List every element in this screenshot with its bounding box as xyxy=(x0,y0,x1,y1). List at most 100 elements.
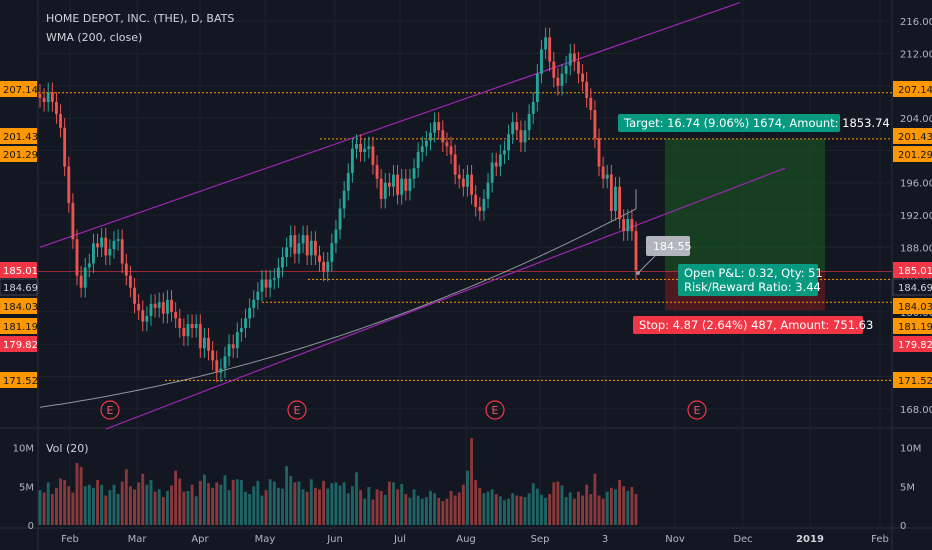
volume-bar xyxy=(276,487,280,525)
volume-bar xyxy=(404,494,408,525)
volume-bar xyxy=(293,482,297,525)
candle-body xyxy=(301,235,305,244)
candle-body xyxy=(248,307,252,319)
right-price-label: 185.01 xyxy=(898,266,932,277)
target-zone-fill xyxy=(665,138,825,272)
earnings-letter: E xyxy=(294,404,301,417)
candle-body xyxy=(572,53,576,62)
candle-body xyxy=(87,263,91,268)
candle-body xyxy=(313,240,317,256)
volume-bar xyxy=(219,484,223,525)
volume-bar xyxy=(338,485,342,525)
candle-body xyxy=(227,344,231,357)
volume-bar xyxy=(165,490,169,525)
price-callout-bg xyxy=(646,236,690,256)
candle-body xyxy=(350,148,354,173)
volume-bar xyxy=(400,483,404,525)
candle-body xyxy=(268,279,272,288)
earnings-marker: E xyxy=(100,400,120,420)
channel-lower-line xyxy=(105,167,786,430)
volume-bar xyxy=(116,494,120,525)
candle-body xyxy=(474,194,478,207)
candle-body xyxy=(42,97,46,102)
candle-body xyxy=(531,101,535,115)
candle-body xyxy=(552,61,556,78)
candle-body xyxy=(346,173,350,191)
volume-bars xyxy=(38,438,638,525)
candle-body xyxy=(445,142,449,147)
candle-body xyxy=(281,257,284,268)
candle-body xyxy=(128,275,132,288)
candle-body xyxy=(498,154,502,167)
candle-body xyxy=(424,140,428,147)
candle-body xyxy=(400,178,404,195)
volume-bar xyxy=(194,496,198,525)
candle-body xyxy=(609,174,613,211)
x-tick-label: Feb xyxy=(61,534,79,545)
left-price-label: 181.19 xyxy=(3,322,38,333)
candle-body xyxy=(223,356,227,369)
left-price-label: 179.82 xyxy=(3,340,38,351)
candle-body xyxy=(396,174,400,195)
candle-body xyxy=(137,303,141,311)
right-price-label: 179.82 xyxy=(898,340,932,351)
volume-bar xyxy=(108,490,112,525)
left-price-label-bg xyxy=(0,146,37,162)
volume-bar xyxy=(494,494,498,525)
left-price-label-bg xyxy=(0,372,37,388)
earnings-marker: E xyxy=(485,400,505,420)
volume-bar xyxy=(79,466,83,525)
candle-body xyxy=(161,302,165,314)
candle-body xyxy=(141,310,145,322)
volume-bar xyxy=(367,487,371,525)
volume-bar xyxy=(597,495,601,525)
candle-body xyxy=(412,168,416,179)
volume-bar xyxy=(174,470,178,525)
candle-body xyxy=(256,291,260,300)
volume-bar xyxy=(137,482,141,525)
target-label: Target: 16.74 (9.06%) 1674, Amount: 1853… xyxy=(618,114,890,132)
candle-body xyxy=(457,174,461,179)
candle-body xyxy=(379,178,383,199)
axes: 216.00212.00208.00204.00200.00196.00192.… xyxy=(0,17,932,545)
candle-body xyxy=(420,146,424,152)
volume-bar xyxy=(322,480,326,525)
volume-bar xyxy=(556,481,560,525)
volume-bar xyxy=(342,482,346,525)
candle-body xyxy=(568,53,572,66)
candle-body xyxy=(264,279,268,288)
volume-bar xyxy=(260,495,264,525)
candle-body xyxy=(202,337,206,349)
volume-bar xyxy=(416,495,420,525)
candle-body xyxy=(293,235,297,254)
volume-bar xyxy=(305,491,309,525)
volume-bar xyxy=(55,487,58,525)
volume-bar xyxy=(38,490,42,525)
candle-body xyxy=(618,186,621,220)
volume-bar xyxy=(313,487,317,525)
left-price-label-bg xyxy=(0,298,37,314)
wma-line xyxy=(39,189,637,408)
y-tick-label: 216.00 xyxy=(900,17,932,28)
right-price-label-bg xyxy=(893,146,932,162)
volume-bar xyxy=(548,494,552,525)
volume-bar xyxy=(202,474,206,525)
candle-body xyxy=(519,130,523,143)
candle-body xyxy=(59,114,62,128)
candle-body xyxy=(153,303,157,308)
candle-body xyxy=(207,337,210,351)
position-tool[interactable]: Target: 16.74 (9.06%) 1674, Amount: 1853… xyxy=(618,114,890,334)
volume-bar xyxy=(437,497,441,525)
volume-bar xyxy=(145,484,149,525)
earnings-circle xyxy=(287,400,307,420)
x-tick-label: 3 xyxy=(602,534,608,545)
volume-bar xyxy=(161,497,165,525)
volume-bar xyxy=(581,495,584,525)
volume-bar xyxy=(133,489,136,525)
volume-bar xyxy=(441,500,445,525)
volume-bar xyxy=(564,497,568,525)
volume-bar xyxy=(170,485,173,525)
